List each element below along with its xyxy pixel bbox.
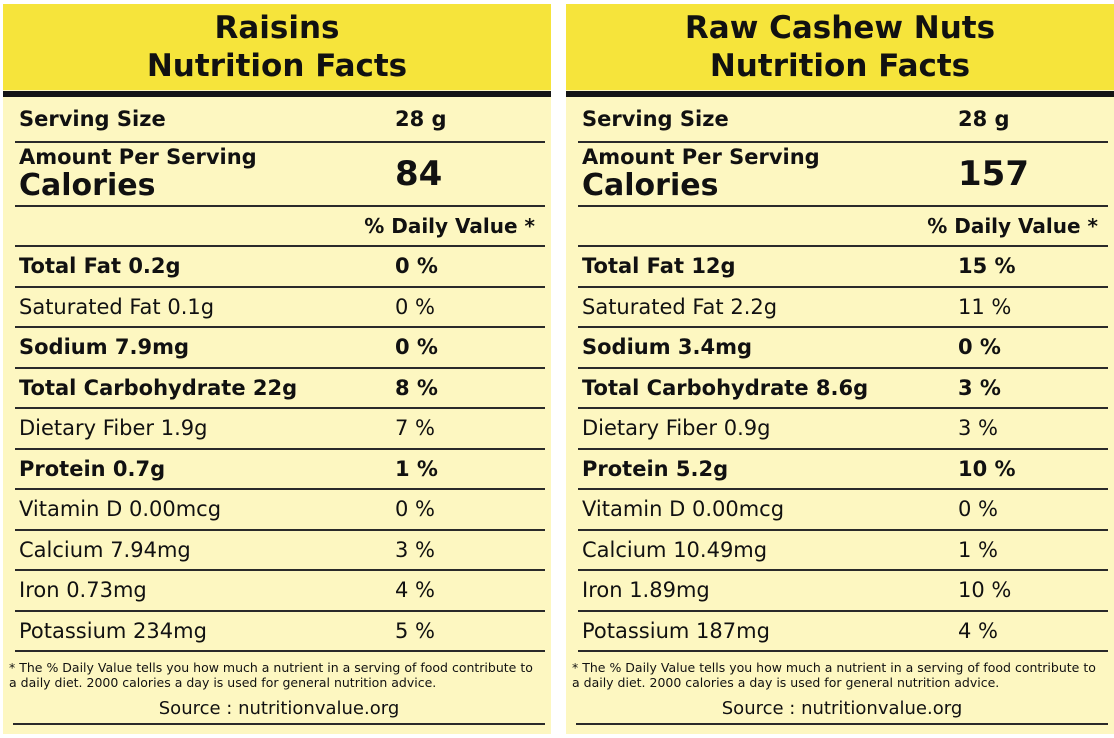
- nutrient-daily-value: 0 %: [958, 335, 1001, 360]
- nutrient-row: Vitamin D 0.00mcg 0 %: [578, 490, 1108, 531]
- label-header: Raisins Nutrition Facts: [3, 4, 551, 90]
- nutrient-label: Protein 0.7g: [19, 456, 166, 481]
- nutrient-row: Calcium 10.49mg 1 %: [578, 531, 1108, 571]
- serving-size-row: Serving Size 28 g: [15, 97, 545, 143]
- nutrient-row: Protein 0.7g 1 %: [15, 450, 545, 490]
- nutrient-label: Protein 5.2g: [582, 456, 729, 481]
- nutrient-daily-value: 3 %: [958, 375, 1001, 400]
- nutrient-daily-value: 15 %: [958, 254, 1016, 279]
- nutrient-daily-value: 3 %: [395, 537, 435, 562]
- calories-value: 84: [395, 154, 443, 194]
- nutrient-row: Total Fat 0.2g 0 %: [15, 247, 545, 288]
- nutrient-label: Sodium 3.4mg: [582, 335, 753, 360]
- nutrient-label: Saturated Fat 0.1g: [19, 294, 215, 319]
- serving-size-label: Serving Size: [19, 107, 166, 131]
- nutrient-row: Dietary Fiber 1.9g 7 %: [15, 409, 545, 450]
- nutrient-label: Calcium 10.49mg: [582, 537, 768, 562]
- nutrient-label: Saturated Fat 2.2g: [582, 294, 778, 319]
- nutrient-label: Calcium 7.94mg: [19, 537, 191, 562]
- calories-value: 157: [958, 154, 1029, 194]
- raisins-nutrition-label: Raisins Nutrition Facts Serving Size 28 …: [3, 4, 551, 734]
- cashew-nutrition-label: Raw Cashew Nuts Nutrition Facts Serving …: [566, 4, 1114, 734]
- nutrition-facts-title: Nutrition Facts: [709, 48, 971, 84]
- nutrient-row: Protein 5.2g 10 %: [578, 450, 1108, 490]
- calories-label-group: Amount Per Serving Calories: [19, 145, 395, 203]
- daily-value-header: % Daily Value *: [578, 207, 1108, 247]
- nutrient-list: Total Fat 12g 15 % Saturated Fat 2.2g 11 % S…: [578, 247, 1108, 652]
- nutrient-row: Total Carbohydrate 22g 8 %: [15, 369, 545, 409]
- nutrient-daily-value: 0 %: [395, 254, 438, 279]
- nutrient-daily-value: 0 %: [395, 335, 438, 360]
- nutrient-label: Vitamin D 0.00mcg: [582, 497, 785, 522]
- nutrient-daily-value: 4 %: [958, 618, 998, 643]
- nutrient-daily-value: 5 %: [395, 618, 435, 643]
- serving-size-value: 28 g: [958, 107, 1010, 131]
- label-header: Raw Cashew Nuts Nutrition Facts: [566, 4, 1114, 90]
- nutrient-label: Total Fat 12g: [582, 254, 736, 279]
- nutrient-label: Total Carbohydrate 8.6g: [582, 375, 869, 400]
- nutrient-row: Sodium 7.9mg 0 %: [15, 328, 545, 369]
- serving-size-value: 28 g: [395, 107, 447, 131]
- nutrient-row: Sodium 3.4mg 0 %: [578, 328, 1108, 369]
- daily-value-header-text: % Daily Value *: [927, 214, 1098, 238]
- nutrient-daily-value: 11 %: [958, 294, 1012, 319]
- nutrient-row: Potassium 187mg 4 %: [578, 612, 1108, 652]
- footnote: * The % Daily Value tells you how much a…: [9, 660, 533, 690]
- nutrient-daily-value: 10 %: [958, 578, 1012, 603]
- calories-label: Calories: [582, 168, 719, 203]
- nutrient-row: Iron 1.89mg 10 %: [578, 571, 1108, 612]
- nutrient-row: Dietary Fiber 0.9g 3 %: [578, 409, 1108, 450]
- nutrient-row: Total Fat 12g 15 %: [578, 247, 1108, 288]
- serving-size-label: Serving Size: [582, 107, 729, 131]
- nutrient-label: Vitamin D 0.00mcg: [19, 497, 222, 522]
- nutrient-label: Dietary Fiber 1.9g: [19, 416, 208, 441]
- amount-per-serving-label: Amount Per Serving: [582, 145, 820, 169]
- calories-label: Calories: [19, 168, 156, 203]
- source-line: Source : nutritionvalue.org: [13, 698, 545, 725]
- calories-row: Amount Per Serving Calories 157: [578, 143, 1108, 207]
- calories-row: Amount Per Serving Calories 84: [15, 143, 545, 207]
- calories-label-group: Amount Per Serving Calories: [582, 145, 958, 203]
- nutrient-row: Vitamin D 0.00mcg 0 %: [15, 490, 545, 531]
- divider-bar: [566, 91, 1114, 97]
- daily-value-header-text: % Daily Value *: [364, 214, 535, 238]
- nutrient-row: Total Carbohydrate 8.6g 3 %: [578, 369, 1108, 409]
- nutrient-daily-value: 4 %: [395, 578, 435, 603]
- serving-size-row: Serving Size 28 g: [578, 97, 1108, 143]
- label-rows: Serving Size 28 g Amount Per Serving Cal…: [3, 97, 551, 652]
- nutrient-daily-value: 8 %: [395, 375, 438, 400]
- nutrient-list: Total Fat 0.2g 0 % Saturated Fat 0.1g 0 % So…: [15, 247, 545, 652]
- source-line: Source : nutritionvalue.org: [576, 698, 1108, 725]
- nutrient-daily-value: 10 %: [958, 456, 1016, 481]
- nutrient-label: Iron 0.73mg: [19, 578, 147, 603]
- nutrient-label: Iron 1.89mg: [582, 578, 710, 603]
- nutrient-daily-value: 0 %: [958, 497, 998, 522]
- label-rows: Serving Size 28 g Amount Per Serving Cal…: [566, 97, 1114, 652]
- nutrient-daily-value: 1 %: [958, 537, 998, 562]
- nutrient-row: Saturated Fat 2.2g 11 %: [578, 288, 1108, 328]
- nutrient-daily-value: 0 %: [395, 294, 435, 319]
- nutrient-label: Sodium 7.9mg: [19, 335, 190, 360]
- nutrient-row: Potassium 234mg 5 %: [15, 612, 545, 652]
- nutrition-facts-title: Nutrition Facts: [146, 48, 408, 84]
- nutrient-daily-value: 3 %: [958, 416, 998, 441]
- nutrient-daily-value: 7 %: [395, 416, 435, 441]
- nutrient-label: Total Carbohydrate 22g: [19, 375, 298, 400]
- product-name: Raisins: [214, 10, 340, 46]
- footnote: * The % Daily Value tells you how much a…: [572, 660, 1096, 690]
- nutrient-label: Total Fat 0.2g: [19, 254, 181, 279]
- product-name: Raw Cashew Nuts: [684, 10, 996, 46]
- divider-bar: [3, 91, 551, 97]
- nutrient-label: Potassium 234mg: [19, 618, 207, 643]
- nutrient-label: Dietary Fiber 0.9g: [582, 416, 771, 441]
- nutrient-label: Potassium 187mg: [582, 618, 770, 643]
- nutrient-row: Calcium 7.94mg 3 %: [15, 531, 545, 571]
- amount-per-serving-label: Amount Per Serving: [19, 145, 257, 169]
- nutrient-row: Saturated Fat 0.1g 0 %: [15, 288, 545, 328]
- nutrient-row: Iron 0.73mg 4 %: [15, 571, 545, 612]
- nutrient-daily-value: 1 %: [395, 456, 438, 481]
- nutrient-daily-value: 0 %: [395, 497, 435, 522]
- daily-value-header: % Daily Value *: [15, 207, 545, 247]
